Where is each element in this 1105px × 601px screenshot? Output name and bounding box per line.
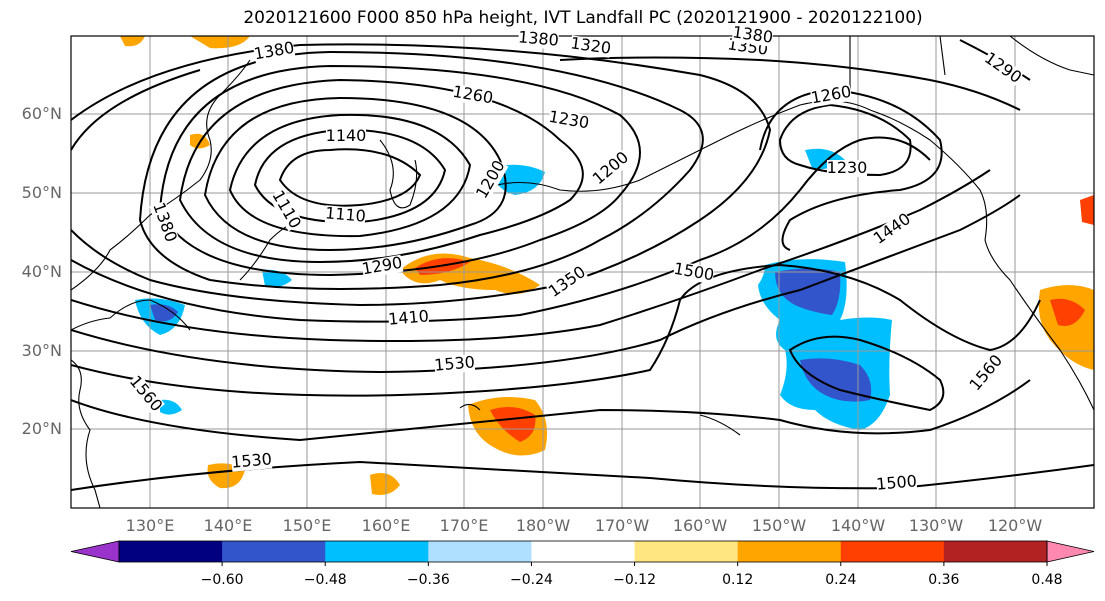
contour-label-bg [149, 200, 180, 245]
contour-label: 1230 [827, 158, 868, 177]
colorbar-tick-label: 0.36 [928, 572, 959, 588]
colorbar-tick-label: −0.48 [304, 572, 347, 588]
height-contours [71, 39, 1094, 491]
contour-label-bg [268, 188, 304, 232]
longitude-label: 130°W [909, 516, 964, 535]
colorbar-tick-label: 0.48 [1031, 572, 1062, 588]
latitude-label: 60°N [22, 104, 62, 123]
colorbar-extend-left [70, 540, 120, 563]
contour-label-bg [827, 160, 867, 177]
graticule [71, 36, 1094, 508]
contour-label-bg [451, 83, 494, 108]
contour-label-bg [517, 29, 560, 50]
contour-label-bg [253, 39, 296, 64]
contour-label-bg [547, 108, 590, 133]
colorbar-tick-label: −0.12 [613, 572, 656, 588]
colorbar-segment [531, 541, 636, 562]
contour-label-bg [810, 83, 853, 108]
contour-label: 1410 [387, 306, 429, 328]
contour-label-bg [590, 149, 632, 188]
contour-label: 1500 [875, 471, 917, 493]
latitude-label: 50°N [22, 183, 62, 202]
ivt-shading [120, 36, 1094, 495]
contour-label-bg [126, 373, 165, 415]
longitude-label: 120°W [988, 516, 1043, 535]
colorbar-segment [840, 541, 945, 562]
latitude-label: 30°N [22, 341, 62, 360]
longitude-label: 170°W [595, 516, 650, 535]
longitude-label: 160°E [362, 516, 411, 535]
longitude-label: 130°E [126, 516, 175, 535]
latitude-labels: 60°N 50°N 40°N 30°N 20°N [22, 104, 62, 438]
colorbar-segment [119, 541, 223, 562]
longitude-label: 180°W [516, 516, 571, 535]
latitude-label: 40°N [22, 262, 62, 281]
colorbar-segment [943, 541, 1048, 562]
longitude-label: 160°W [673, 516, 728, 535]
contour-label: 1140 [326, 126, 367, 145]
contour-label-bg [672, 260, 715, 285]
colorbar-tick-label: −0.36 [407, 572, 450, 588]
contour-label: 1380 [517, 27, 559, 49]
colorbar-segment [737, 541, 842, 562]
longitude-label: 150°E [283, 516, 332, 535]
latitude-label: 20°N [22, 419, 62, 438]
contour-label-bg [967, 352, 1006, 394]
colorbar-segment [634, 541, 739, 562]
colorbar-segment [428, 541, 532, 562]
contour-label-bg [387, 308, 430, 329]
contour-label: 1110 [324, 203, 366, 225]
contour-label: 1530 [230, 449, 272, 471]
longitude-label: 150°W [752, 516, 807, 535]
contour-label-bg [875, 473, 918, 494]
longitude-label: 140°E [204, 516, 253, 535]
colorbar-segment [222, 541, 326, 562]
contour-label-bg [361, 254, 404, 279]
contour-label: 1530 [433, 352, 475, 374]
colorbar-tick-label: −0.60 [201, 572, 244, 588]
contour-label-bg [546, 263, 589, 301]
longitude-label: 170°E [440, 516, 489, 535]
contour-label-bg [871, 210, 914, 248]
contour-label-bg [324, 205, 367, 226]
contour-label-bg [473, 158, 509, 202]
colorbar-tick-label: 0.12 [722, 572, 753, 588]
contour-label-bg [326, 128, 366, 145]
colorbar-extend-right [1046, 540, 1095, 563]
colorbar-segment [325, 541, 429, 562]
longitude-label: 140°W [831, 516, 886, 535]
contour-label-bg [731, 24, 774, 47]
contour-label-bg [230, 451, 273, 472]
colorbar-tick-label: 0.24 [825, 572, 856, 588]
colorbar-tick-label: −0.24 [510, 572, 553, 588]
colorbar-frame [118, 540, 1048, 563]
longitude-labels: 130°E 140°E 150°E 160°E 170°E 180°W 170°W 160°W… [126, 516, 1043, 535]
map-title: 2020121600 F000 850 hPa height, IVT Land… [243, 8, 923, 28]
contour-label-bg [981, 49, 1024, 87]
map-frame [70, 35, 1095, 509]
contour-label-bg [433, 354, 476, 375]
contour-label-bg [569, 35, 612, 58]
colorbar: −0.60 −0.48 −0.36 −0.24 −0.12 0.12 0.24 0.36 0.4… [70, 540, 1095, 588]
